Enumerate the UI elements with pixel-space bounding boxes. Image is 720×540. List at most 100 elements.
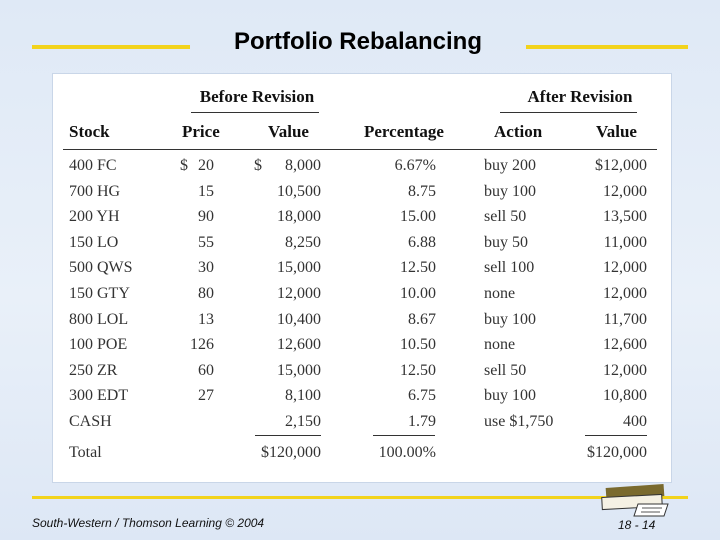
table-row: 100 POE 126 12,600 10.50 none 12,600 [53,333,671,359]
action-cell: sell 50 [484,361,527,379]
action-cell: none [484,336,516,354]
column-header-percentage: Percentage [364,122,444,141]
price-cell: 15 [198,182,214,200]
column-header-stock: Stock [69,122,110,141]
price-cell: 90 [198,208,214,226]
group-rule-before [191,112,319,113]
value-cell: 2,150 [285,412,321,430]
total-rule-after [585,435,647,436]
price-cell: 20 [198,157,214,174]
slide-number: 18 - 14 [618,518,656,532]
total-after-value: $120,000 [587,444,647,461]
table-row: 150 LO 55 8,250 6.88 buy 50 11,000 [53,231,671,257]
after-value-cell: 12,600 [603,336,647,354]
value-cell: 15,000 [277,259,321,277]
title-rule-right [526,45,688,49]
after-value-cell: 12,000 [603,284,647,302]
value-cell: 8,000 [285,157,321,174]
after-value-cell: 400 [623,412,647,430]
group-header-before: Before Revision [199,87,315,106]
rebalancing-table: Before Revision After Revision Stock Pri… [53,74,671,482]
after-value-cell: 10,800 [603,387,647,405]
value-cell: 10,400 [277,310,321,328]
group-rule-after [500,112,637,113]
action-cell: none [484,284,516,302]
table-row: 700 HG 15 10,500 8.75 buy 100 12,000 [53,180,671,206]
total-value: $120,000 [261,444,321,461]
column-header-price: Price [182,122,220,141]
value-cell: 18,000 [277,208,321,226]
after-value-cell: 12,000 [603,259,647,277]
after-value-cell: 12,000 [603,361,647,379]
action-cell: buy 50 [484,233,528,251]
price-cell: 13 [198,310,214,328]
percentage-cell: 8.67 [408,310,436,328]
table-row: 500 QWS 30 15,000 12.50 sell 100 12,000 [53,256,671,282]
total-rule-percentage [373,435,435,436]
stock-cell: CASH [69,412,112,430]
stock-cell: 200 YH [69,208,120,226]
table-body: 400 FC $ 20 $ 8,000 6.67% buy 200 $12,00… [53,154,671,436]
value-cell: 12,000 [277,284,321,302]
value-cell: 12,600 [277,336,321,354]
price-cell: 126 [190,336,214,354]
action-cell: buy 100 [484,310,536,328]
total-label: Total [69,444,102,461]
table-row: 300 EDT 27 8,100 6.75 buy 100 10,800 [53,384,671,410]
table-row: 250 ZR 60 15,000 12.50 sell 50 12,000 [53,359,671,385]
price-currency: $ [180,157,188,174]
value-cell: 8,250 [285,233,321,251]
stock-cell: 300 EDT [69,387,129,405]
stock-cell: 100 POE [69,336,128,354]
price-cell: 60 [198,361,214,379]
stock-cell: 150 GTY [69,284,130,302]
stock-cell: 700 HG [69,182,121,200]
price-cell: 55 [198,233,214,251]
percentage-cell: 6.88 [408,233,436,251]
price-cell: 80 [198,284,214,302]
total-rule-value [255,435,321,436]
action-cell: sell 50 [484,208,527,226]
percentage-cell: 1.79 [408,412,436,430]
percentage-cell: 12.50 [400,259,436,277]
price-cell: 27 [198,387,214,405]
footer-rule [32,496,688,499]
slide-title: Portfolio Rebalancing [233,28,482,55]
header-rule [63,149,657,150]
action-cell: buy 100 [484,387,536,405]
table-row: 800 LOL 13 10,400 8.67 buy 100 11,700 [53,308,671,334]
group-header-after: After Revision [527,87,633,106]
after-value-cell: 13,500 [603,208,647,226]
table-row: 400 FC $ 20 $ 8,000 6.67% buy 200 $12,00… [53,154,671,180]
table-row: CASH 2,150 1.79 use $1,750 400 [53,410,671,436]
value-cell: 8,100 [285,387,321,405]
action-cell: use $1,750 [484,412,554,430]
percentage-cell: 10.00 [400,284,436,302]
book-stack-icon [601,483,669,517]
column-header-action: Action [494,122,543,141]
total-row: Total $120,000 100.00% $120,000 [53,441,671,467]
percentage-cell: 6.75 [408,387,436,405]
percentage-cell: 15.00 [400,208,436,226]
value-cell: 15,000 [277,361,321,379]
stock-cell: 800 LOL [69,310,129,328]
title-rule-left [32,45,190,49]
table-row: 200 YH 90 18,000 15.00 sell 50 13,500 [53,205,671,231]
after-value-cell: 11,000 [603,233,647,251]
after-value-cell: 11,700 [603,310,647,328]
after-value-cell: $12,000 [595,157,647,174]
stock-cell: 150 LO [69,233,119,251]
footer-credit: South-Western / Thomson Learning © 2004 [32,516,265,530]
percentage-cell: 12.50 [400,361,436,379]
after-value-cell: 12,000 [603,182,647,200]
value-currency: $ [254,157,262,174]
stock-cell: 250 ZR [69,361,118,379]
column-header-value: Value [268,122,309,141]
percentage-cell: 10.50 [400,336,436,354]
action-cell: sell 100 [484,259,535,277]
price-cell: 30 [198,259,214,277]
stock-cell: 500 QWS [69,259,133,277]
column-header-after-value: Value [596,122,637,141]
action-cell: buy 100 [484,182,536,200]
percentage-cell: 6.67% [394,157,436,174]
